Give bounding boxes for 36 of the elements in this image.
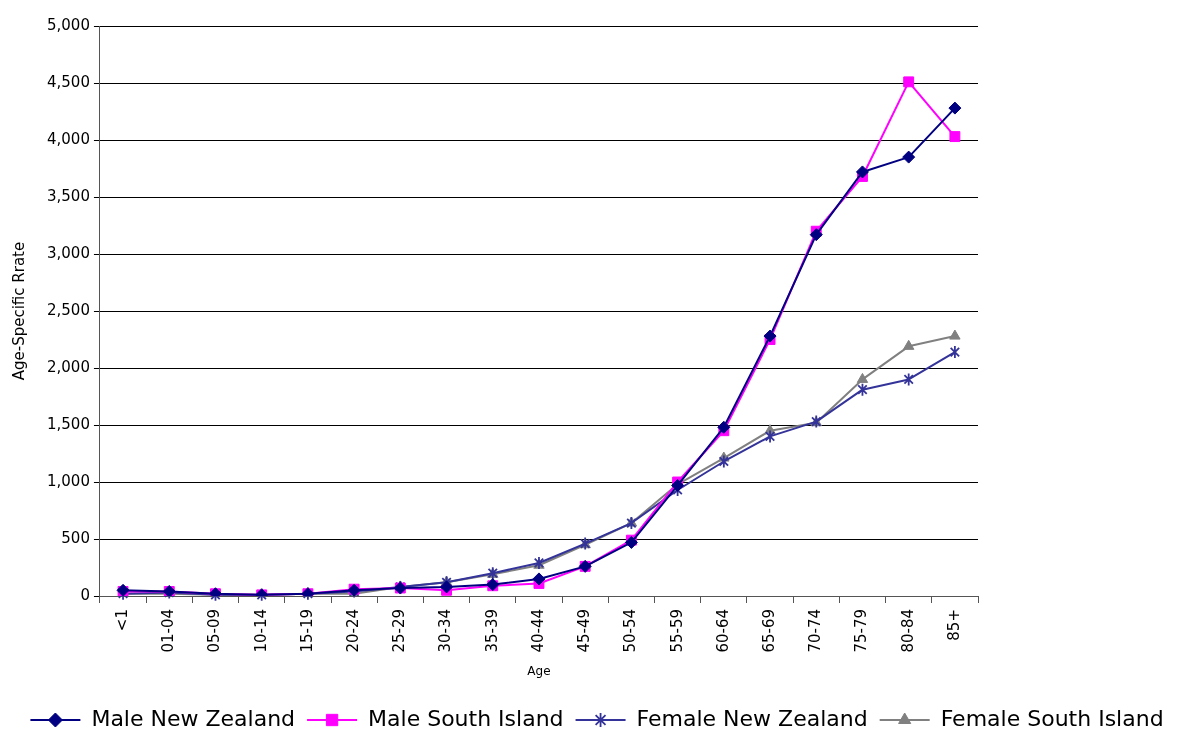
y-tick-label: 0: [80, 585, 90, 604]
y-tick-label: 2,500: [46, 300, 90, 319]
y-tick-label: 500: [61, 528, 90, 547]
y-tick-label: 4,000: [46, 129, 90, 148]
x-tick-label: 10-14: [251, 609, 270, 653]
x-tick-label: 60-64: [713, 609, 732, 653]
legend-label: Male New Zealand: [91, 705, 296, 731]
x-tick-label: 70-74: [806, 609, 825, 653]
y-axis-title: Age-Specific Rrate: [9, 241, 28, 381]
legend-label: Female South Island: [940, 705, 1164, 731]
x-tick-label: 01-04: [159, 609, 178, 653]
y-tick-label: 3,000: [46, 243, 90, 262]
x-tick-label: 45-49: [575, 609, 594, 653]
x-tick-label: 75-79: [852, 609, 871, 653]
x-tick-label: 80-84: [898, 609, 917, 653]
legend-label: Male South Island: [368, 705, 564, 731]
x-tick-label: 50-54: [621, 609, 640, 653]
x-tick-label: 15-19: [297, 609, 316, 653]
x-tick-label: 05-09: [205, 609, 224, 653]
y-tick-label: 3,500: [46, 186, 90, 205]
x-tick-label: 40-44: [528, 609, 547, 653]
y-tick-label: 1,500: [46, 414, 90, 433]
x-tick-label: 20-24: [344, 609, 363, 653]
y-tick-label: 4,500: [46, 72, 90, 91]
x-tick-label: 30-34: [436, 609, 455, 653]
x-tick-label: 55-59: [667, 609, 686, 653]
y-tick-label: 1,000: [46, 471, 90, 490]
x-tick-label: 35-39: [482, 609, 501, 653]
y-tick-label: 5,000: [46, 15, 90, 34]
legend-label: Female New Zealand: [636, 705, 868, 731]
x-axis-title: Age: [527, 663, 551, 678]
x-tick-label: 25-29: [390, 609, 409, 653]
y-tick-label: 2,000: [46, 357, 90, 376]
x-tick-label: <1: [112, 609, 131, 632]
x-tick-label: 65-69: [759, 609, 778, 653]
x-tick-label: 85+: [944, 609, 963, 641]
